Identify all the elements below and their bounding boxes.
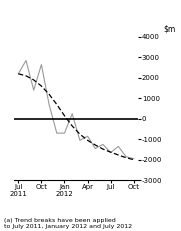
Seasonally adjusted (40, 63, 43, 66)
Seasonally adjusted (63, 132, 66, 134)
Seasonally adjusted (125, 155, 127, 158)
Seasonally adjusted (94, 147, 96, 150)
Trend estimates (a) (125, 156, 127, 159)
Trend estimates (a) (63, 114, 66, 117)
Trend estimates (a) (79, 133, 81, 136)
Seasonally adjusted (71, 112, 73, 115)
Trend estimates (a) (87, 139, 89, 142)
Trend estimates (a) (117, 154, 119, 156)
Seasonally adjusted (79, 139, 81, 142)
Trend estimates (a) (56, 103, 58, 106)
Line: Seasonally adjusted: Seasonally adjusted (18, 61, 134, 159)
Seasonally adjusted (56, 132, 58, 134)
Trend estimates (a) (33, 79, 35, 81)
Trend estimates (a) (25, 74, 27, 77)
Seasonally adjusted (25, 59, 27, 62)
Seasonally adjusted (110, 151, 112, 154)
Seasonally adjusted (33, 89, 35, 91)
Text: (a) Trend breaks have been applied
to July 2011, January 2012 and July 2012: (a) Trend breaks have been applied to Ju… (4, 218, 132, 229)
Trend estimates (a) (71, 125, 73, 127)
Seasonally adjusted (87, 135, 89, 138)
Text: $m: $m (163, 24, 176, 33)
Seasonally adjusted (48, 103, 50, 106)
Trend estimates (a) (40, 85, 43, 88)
Trend estimates (a) (48, 93, 50, 96)
Trend estimates (a) (94, 144, 96, 146)
Trend estimates (a) (110, 151, 112, 154)
Trend estimates (a) (17, 72, 19, 75)
Trend estimates (a) (133, 158, 135, 161)
Seasonally adjusted (117, 145, 119, 148)
Seasonally adjusted (102, 143, 104, 146)
Line: Trend estimates (a): Trend estimates (a) (18, 74, 134, 160)
Trend estimates (a) (102, 148, 104, 150)
Seasonally adjusted (133, 157, 135, 160)
Seasonally adjusted (17, 72, 19, 75)
